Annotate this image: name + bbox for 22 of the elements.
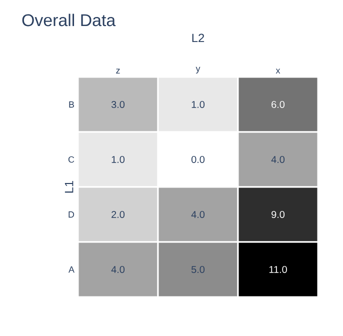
data-label: 0.0 — [191, 156, 205, 164]
y-tick-label: A — [68, 266, 74, 273]
x-axis-title: L2 — [192, 34, 204, 42]
x-tick-label: x — [276, 68, 280, 74]
x-tick-label: z — [116, 68, 120, 74]
chart-title: Overall Data — [22, 14, 116, 26]
data-label: 4.0 — [191, 210, 205, 218]
y-tick-label: B — [69, 101, 74, 108]
data-label: 3.0 — [111, 100, 125, 108]
data-label: 2.0 — [112, 210, 125, 218]
data-label: 9.0 — [272, 210, 285, 218]
data-label: 4.0 — [271, 156, 285, 164]
data-label: 6.0 — [272, 100, 285, 108]
data-label: 1.0 — [192, 100, 205, 108]
data-label: 11.0 — [269, 266, 287, 274]
x-tick-label: y — [196, 66, 200, 74]
data-label: 1.0 — [112, 156, 125, 164]
data-label: 4.0 — [111, 266, 125, 274]
y-tick-label: C — [68, 156, 74, 163]
y-tick-label: D — [68, 211, 74, 218]
data-label: 5.0 — [191, 266, 205, 274]
y-axis-title: L1 — [64, 180, 74, 193]
